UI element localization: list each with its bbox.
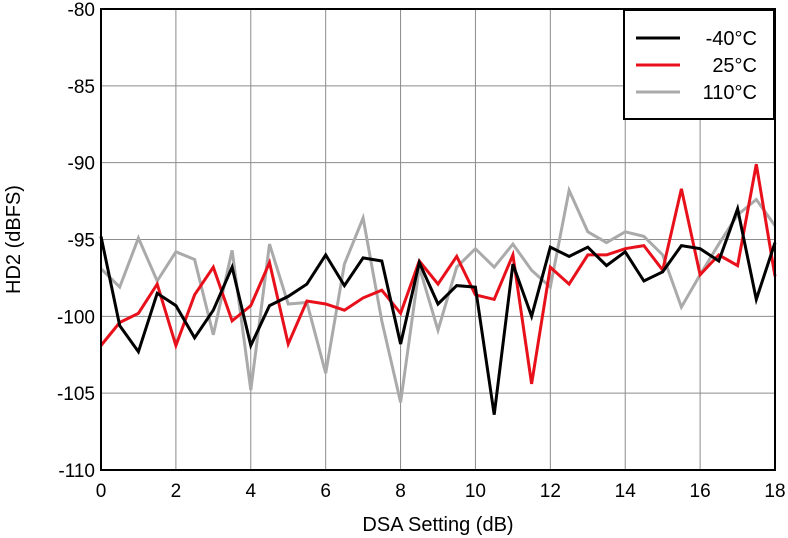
y-tick-label: -100 [57,307,95,328]
x-tick-label: 12 [540,481,561,502]
x-tick-label: 8 [395,481,406,502]
y-tick-labels: -110 -105 -100 -95 -90 -85 -80 [57,0,95,482]
legend-items: -40°C 25°C 110°C [636,28,757,104]
y-tick-label: -110 [58,461,95,482]
y-tick-label: -105 [57,384,95,405]
x-tick-label: 0 [96,481,107,502]
y-tick-label: -85 [68,77,95,98]
series-line-2 [99,185,777,403]
x-tick-label: 6 [320,481,331,502]
x-tick-label: 2 [171,481,182,502]
x-tick-label: 4 [245,481,256,502]
x-tick-label: 10 [465,481,486,502]
y-tick-label: -80 [68,0,95,21]
legend: -40°C 25°C 110°C [623,9,775,120]
legend-label: 110°C [703,82,757,104]
x-tick-label: 16 [690,481,711,502]
x-tick-label: 18 [764,481,785,502]
y-tick-label: -90 [68,154,95,175]
x-tick-label: 14 [615,481,637,502]
series-line-1 [99,163,777,385]
series-line-0 [99,203,777,415]
y-axis-label: HD2 (dBFS) [3,185,25,294]
y-tick-label: -95 [68,231,95,252]
x-axis-label: DSA Setting (dB) [362,514,513,536]
series-lines [99,163,777,415]
x-tick-labels: 0 2 4 6 8 10 12 14 16 18 [96,481,786,502]
legend-label: -40°C [706,28,757,50]
plot-frame [100,8,776,471]
legend-label: 25°C [712,55,757,77]
